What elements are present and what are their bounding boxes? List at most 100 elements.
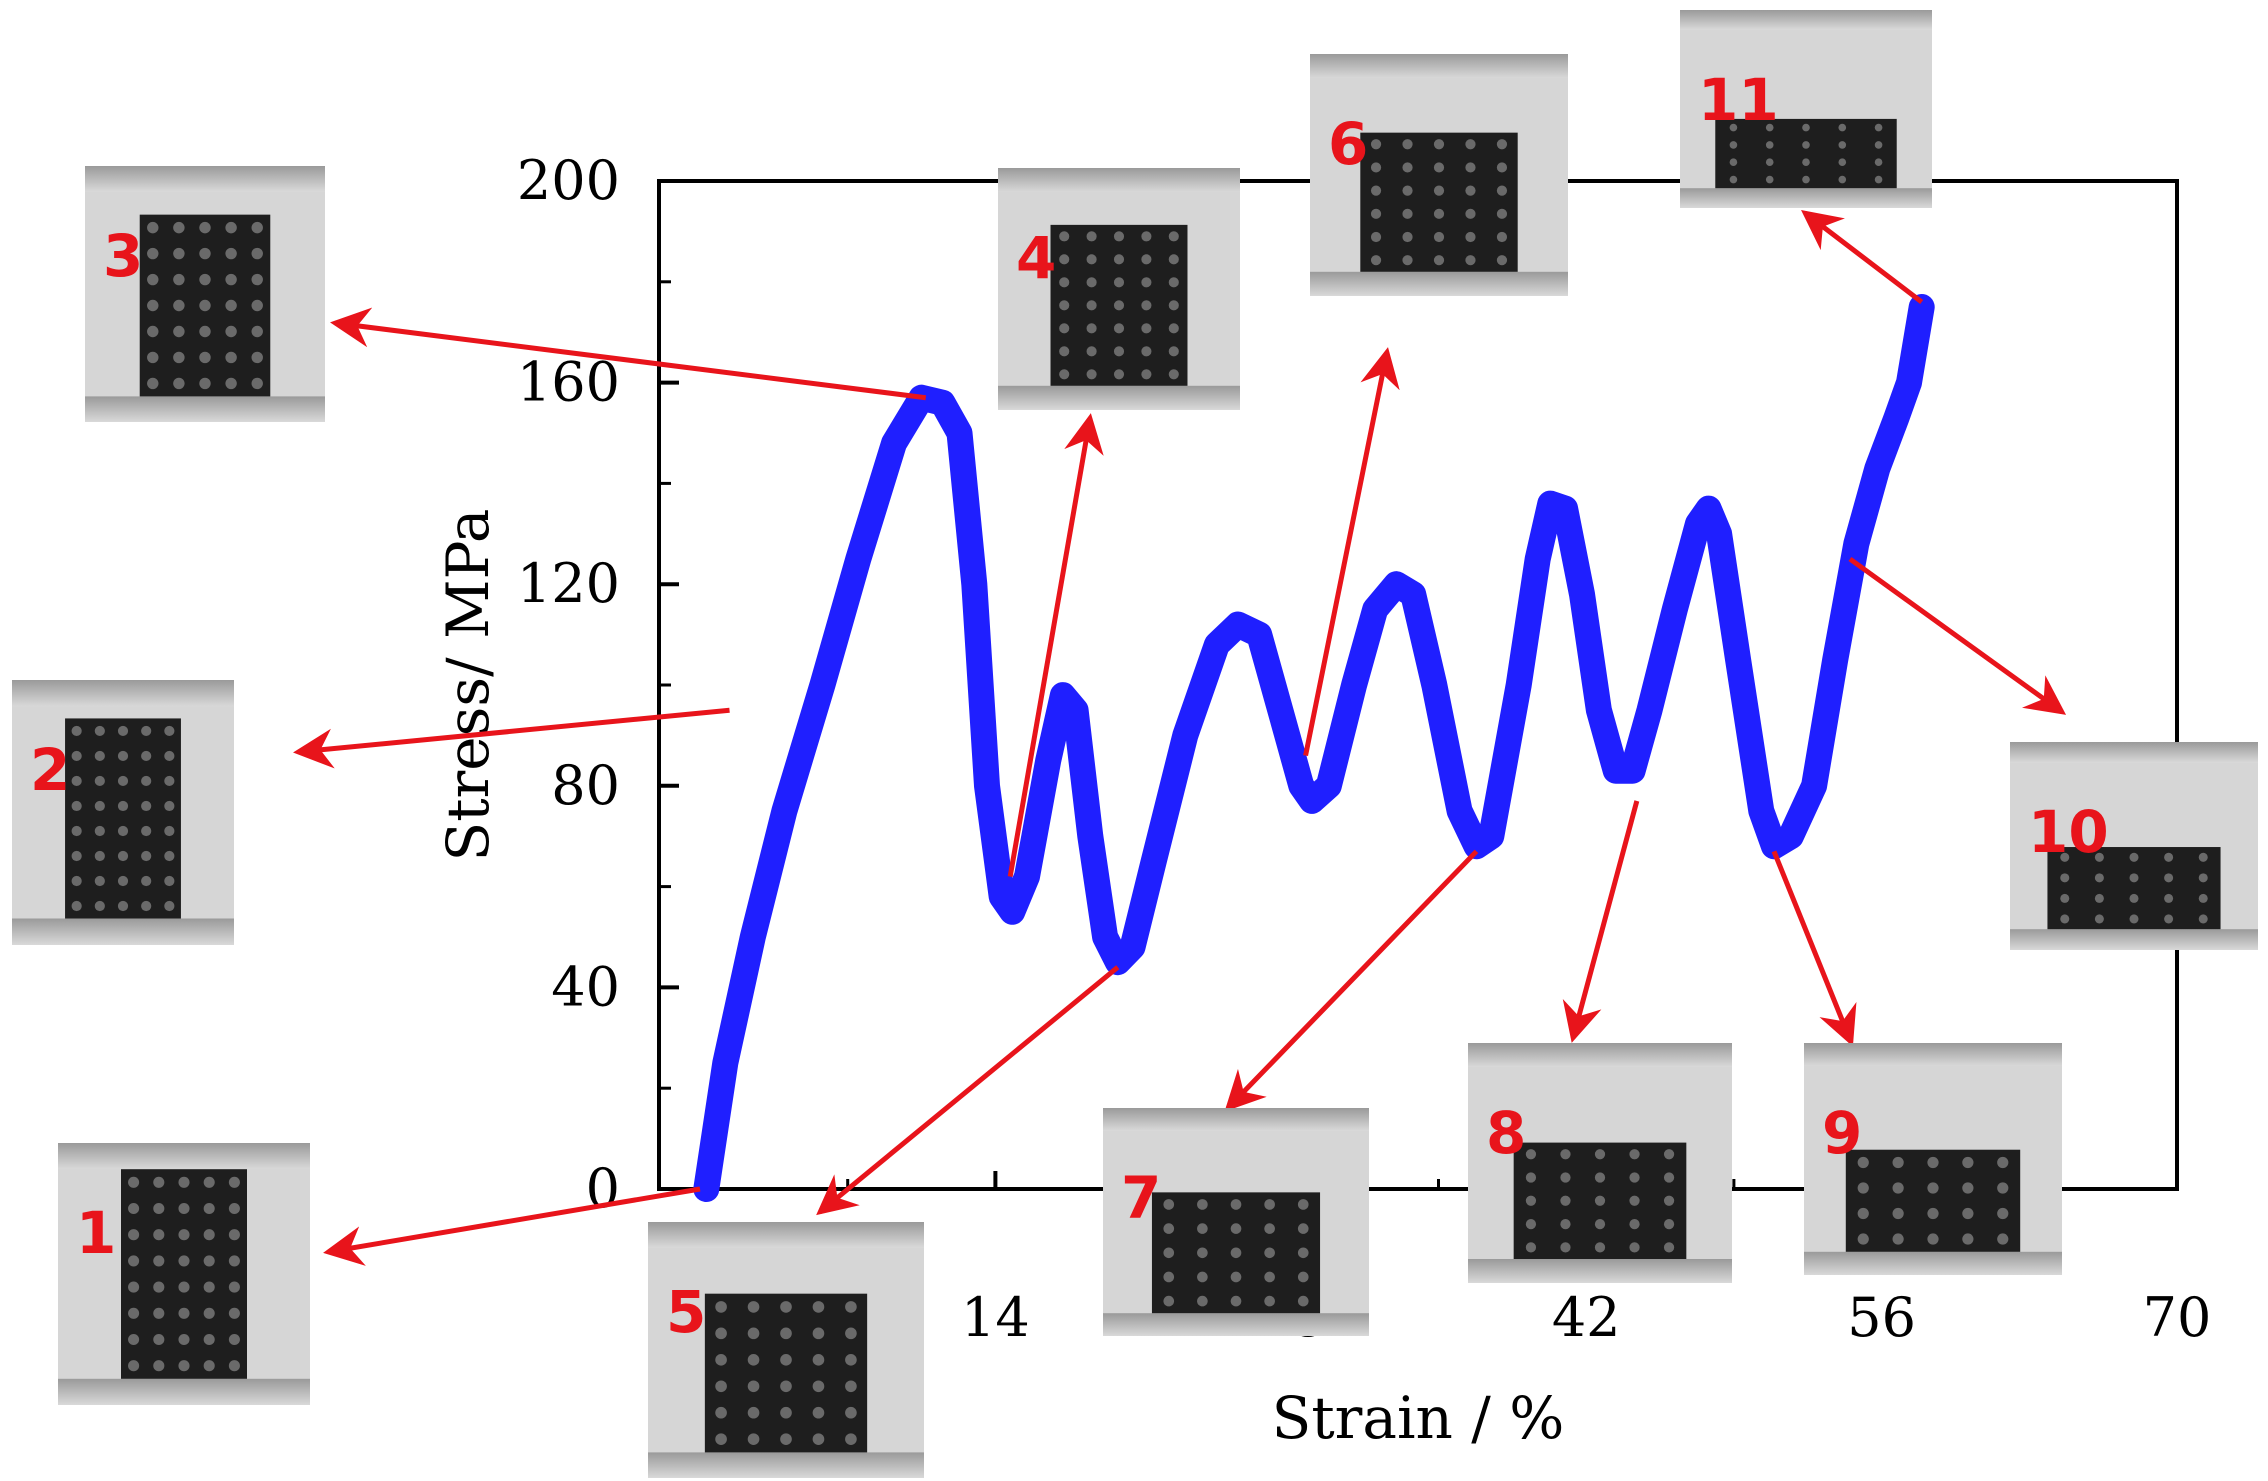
lattice-cell [94, 825, 105, 837]
lattice-cell [94, 900, 105, 912]
lattice-cell [1802, 141, 1810, 149]
lattice-cell [845, 1353, 857, 1366]
lattice-cell [1892, 1182, 1904, 1194]
lattice-cell [164, 750, 175, 762]
lattice-cell [117, 800, 129, 812]
lattice-cell [1663, 1172, 1675, 1183]
lattice-cell [128, 1255, 140, 1267]
lattice-cell [1838, 123, 1847, 132]
lattice-cell [71, 850, 82, 862]
lattice-cell [780, 1301, 792, 1313]
lattice-cell [2094, 852, 2104, 862]
lattice-cell [2164, 893, 2174, 903]
lattice-cell [1802, 123, 1810, 132]
annotation-arrow [1303, 347, 1400, 757]
lattice-cell [71, 825, 82, 837]
lattice-cell [1729, 158, 1738, 167]
lattice-cell [715, 1406, 727, 1419]
lattice-cell [199, 351, 211, 364]
lattice-cell [173, 299, 185, 312]
lattice-cell [1113, 277, 1125, 288]
lattice-cell [812, 1353, 825, 1366]
lattice-cell [173, 351, 185, 364]
lattice-cell [225, 247, 237, 260]
lattice-cell [1802, 158, 1810, 167]
lattice-cell [1168, 346, 1179, 357]
specimen-photo: 6 [1310, 54, 1568, 296]
lattice-cell [71, 750, 82, 762]
specimen-photo: 2 [12, 680, 234, 945]
lattice-cell [225, 221, 237, 234]
lattice-cell [1927, 1233, 1939, 1245]
lattice-cell [173, 377, 185, 390]
lattice-cell [147, 247, 159, 260]
lattice-cell [1113, 300, 1125, 311]
lattice-cell [1560, 1172, 1571, 1183]
specimen-body [704, 1293, 868, 1453]
lattice-cell [1433, 255, 1445, 266]
photo-bottom-plate [648, 1452, 924, 1478]
photo-number: 11 [1698, 66, 1779, 134]
lattice-cell [128, 1333, 140, 1346]
lattice-cell [1629, 1242, 1640, 1253]
lattice-cell [1927, 1156, 1939, 1169]
lattice-cell [1465, 255, 1476, 266]
lattice-cell [147, 351, 159, 364]
lattice-cell [1264, 1223, 1275, 1234]
lattice-cell [1197, 1271, 1208, 1283]
specimen-body [121, 1169, 247, 1379]
lattice-cell [1594, 1242, 1606, 1253]
lattice-cell [780, 1380, 792, 1393]
lattice-cell [1874, 175, 1883, 184]
lattice-cell [1465, 231, 1476, 243]
specimen-photo: 1 [58, 1143, 310, 1405]
lattice-cell [780, 1433, 792, 1445]
specimen-photo: 11 [1680, 10, 1932, 208]
lattice-cell [228, 1255, 240, 1267]
lattice-cell [141, 825, 152, 837]
photo-top-plate [1804, 1043, 2062, 1067]
y-axis-ticks: 0 40 80 120 160 200 [517, 149, 679, 1220]
lattice-cell [203, 1255, 215, 1267]
lattice-cell [228, 1229, 240, 1241]
photo-number: 5 [666, 1278, 706, 1346]
lattice-cell [251, 325, 263, 338]
lattice-cell [1370, 185, 1382, 196]
lattice-cell [203, 1202, 215, 1215]
lattice-cell [1838, 141, 1847, 149]
annotation-arrow [816, 965, 1120, 1216]
lattice-cell [1086, 346, 1097, 357]
lattice-cell [1962, 1233, 1974, 1245]
lattice-cell [128, 1307, 140, 1319]
photo-top-plate [85, 166, 325, 192]
annotation-arrow [1801, 209, 1924, 304]
y-tick-label: 200 [517, 149, 620, 212]
lattice-cell [2094, 914, 2104, 924]
lattice-cell [1230, 1199, 1242, 1210]
specimen-photo: 7 [1103, 1108, 1369, 1336]
lattice-cell [2060, 873, 2070, 883]
lattice-cell [812, 1406, 825, 1419]
lattice-cell [1113, 323, 1125, 334]
photo-bottom-plate [998, 385, 1240, 410]
lattice-cell [1059, 323, 1070, 334]
lattice-cell [141, 875, 152, 887]
lattice-cell [1433, 231, 1445, 243]
lattice-cell [1838, 158, 1847, 167]
lattice-cell [1402, 255, 1413, 266]
lattice-cell [164, 775, 175, 787]
lattice-cell [1230, 1295, 1242, 1307]
lattice-cell [71, 725, 82, 737]
annotation-arrow [1848, 556, 2067, 715]
lattice-cell [2164, 852, 2174, 862]
lattice-cell [812, 1433, 825, 1445]
lattice-cell [1264, 1271, 1275, 1283]
annotation-arrow [293, 707, 730, 769]
lattice-cell [1525, 1149, 1537, 1160]
lattice-cell [94, 850, 105, 862]
lattice-cell [1496, 162, 1508, 173]
photo-top-plate [12, 680, 234, 707]
photo-number: 10 [2028, 798, 2109, 866]
photo-bottom-plate [1680, 188, 1932, 208]
y-tick-label: 160 [517, 351, 620, 414]
